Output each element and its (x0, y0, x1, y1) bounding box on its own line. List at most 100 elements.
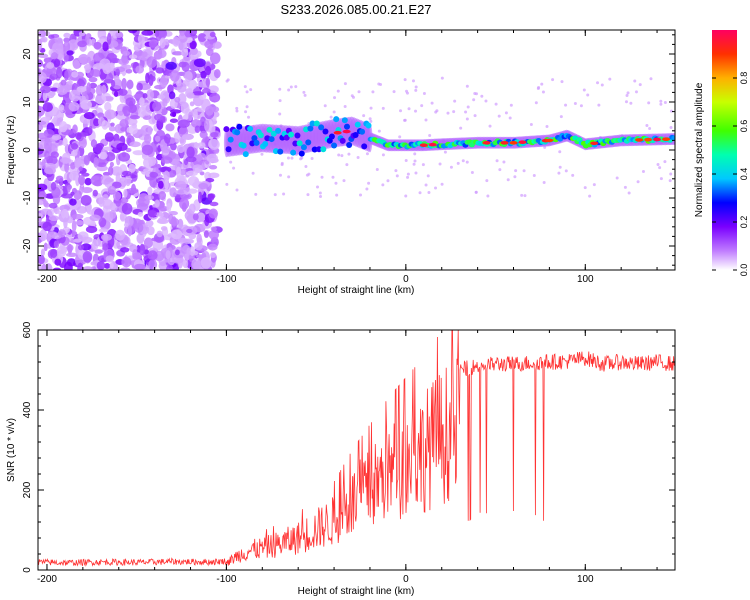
noise-cell (179, 197, 190, 210)
noise-cell (52, 267, 62, 270)
faint-cell (472, 98, 476, 102)
noise-cell (196, 212, 206, 223)
noise-cell (166, 202, 172, 213)
noise-cell (199, 171, 205, 176)
noise-cell (75, 220, 84, 226)
noise-cell (96, 162, 107, 168)
faint-cell (522, 169, 526, 173)
noise-cell (185, 88, 194, 94)
noise-cell (140, 125, 152, 137)
noise-cell (160, 156, 173, 164)
colorbar-gradient (712, 30, 737, 270)
colorbar-tick-label: 0.8 (739, 72, 749, 85)
noise-cell (195, 107, 207, 112)
noise-cell (157, 216, 167, 224)
ridge-cell (671, 135, 675, 141)
noise-cell (187, 79, 198, 90)
faint-cell (304, 164, 308, 168)
noise-cell (63, 217, 68, 229)
faint-cell (367, 181, 371, 185)
noise-cell (106, 52, 117, 63)
faint-cell (551, 78, 555, 82)
faint-cell (245, 90, 249, 94)
ridge-cell (296, 140, 303, 147)
noise-cell (90, 261, 99, 266)
noise-cell (51, 52, 58, 60)
noise-cell (205, 65, 212, 76)
noise-cell (188, 203, 196, 214)
faint-cell (586, 93, 590, 97)
y-tick-label: 600 (22, 321, 33, 338)
noise-cell (144, 194, 155, 201)
faint-cell (558, 150, 562, 154)
faint-cell (641, 170, 645, 174)
ridge-cell (257, 132, 264, 139)
noise-cell (169, 217, 180, 226)
ridge-cell (318, 124, 325, 131)
faint-cell (564, 103, 568, 107)
noise-cell (143, 237, 153, 249)
noise-cell (115, 68, 120, 76)
noise-cell (200, 257, 212, 269)
noise-cell (127, 187, 139, 194)
faint-cell (523, 194, 527, 198)
noise-cell (101, 84, 107, 95)
x-tick-label: -200 (37, 574, 57, 585)
noise-cell (164, 178, 169, 190)
noise-cell (109, 209, 117, 219)
faint-cell (386, 179, 390, 183)
noise-cell (198, 182, 209, 190)
noise-cell (204, 135, 210, 148)
y-tick-label: 10 (22, 96, 33, 108)
faint-cell (495, 159, 499, 163)
ridge-peak (635, 138, 644, 142)
faint-cell (579, 104, 583, 108)
faint-cell (649, 77, 653, 81)
noise-cell (118, 110, 124, 116)
ridge-cell (268, 136, 275, 143)
noise-cell (189, 101, 195, 107)
noise-cell (79, 95, 86, 102)
faint-cell (625, 93, 629, 97)
noise-cell (68, 89, 81, 102)
noise-cell (68, 39, 79, 51)
faint-cell (634, 90, 638, 94)
ridge-cell (343, 123, 350, 130)
faint-cell (626, 91, 630, 95)
faint-cell (663, 160, 667, 164)
faint-cell (243, 85, 247, 89)
faint-cell (406, 175, 410, 179)
ridge-peak (419, 143, 428, 147)
noise-cell (78, 244, 84, 251)
ridge-cell (346, 141, 353, 148)
faint-cell (418, 191, 422, 195)
noise-cell (101, 120, 109, 130)
noise-cell (69, 198, 77, 206)
noise-cell (159, 76, 168, 88)
noise-cell (209, 201, 219, 207)
ridge-cell (320, 146, 327, 153)
noise-cell (44, 166, 56, 175)
faint-cell (449, 165, 453, 169)
faint-cell (254, 192, 258, 196)
faint-cell (497, 114, 501, 118)
faint-cell (320, 175, 324, 179)
colorbar: 0.0 0.2 0.4 0.6 0.8 Normalized spectral ampl… (694, 30, 749, 276)
ridge-peak (545, 138, 554, 143)
noise-cell (210, 252, 216, 259)
faint-cell (406, 172, 410, 176)
noise-cell (186, 92, 195, 99)
noise-cell (85, 225, 98, 234)
faint-cell (260, 152, 264, 156)
faint-cell (278, 87, 282, 91)
noise-cell (160, 226, 168, 231)
noise-cell (197, 81, 208, 88)
x-tick-label: 0 (403, 574, 409, 585)
noise-cell (203, 119, 210, 131)
noise-cell (141, 51, 148, 58)
noise-cell (114, 75, 120, 83)
noise-cell (82, 250, 93, 263)
noise-cell (125, 68, 133, 74)
noise-cell (194, 242, 203, 251)
